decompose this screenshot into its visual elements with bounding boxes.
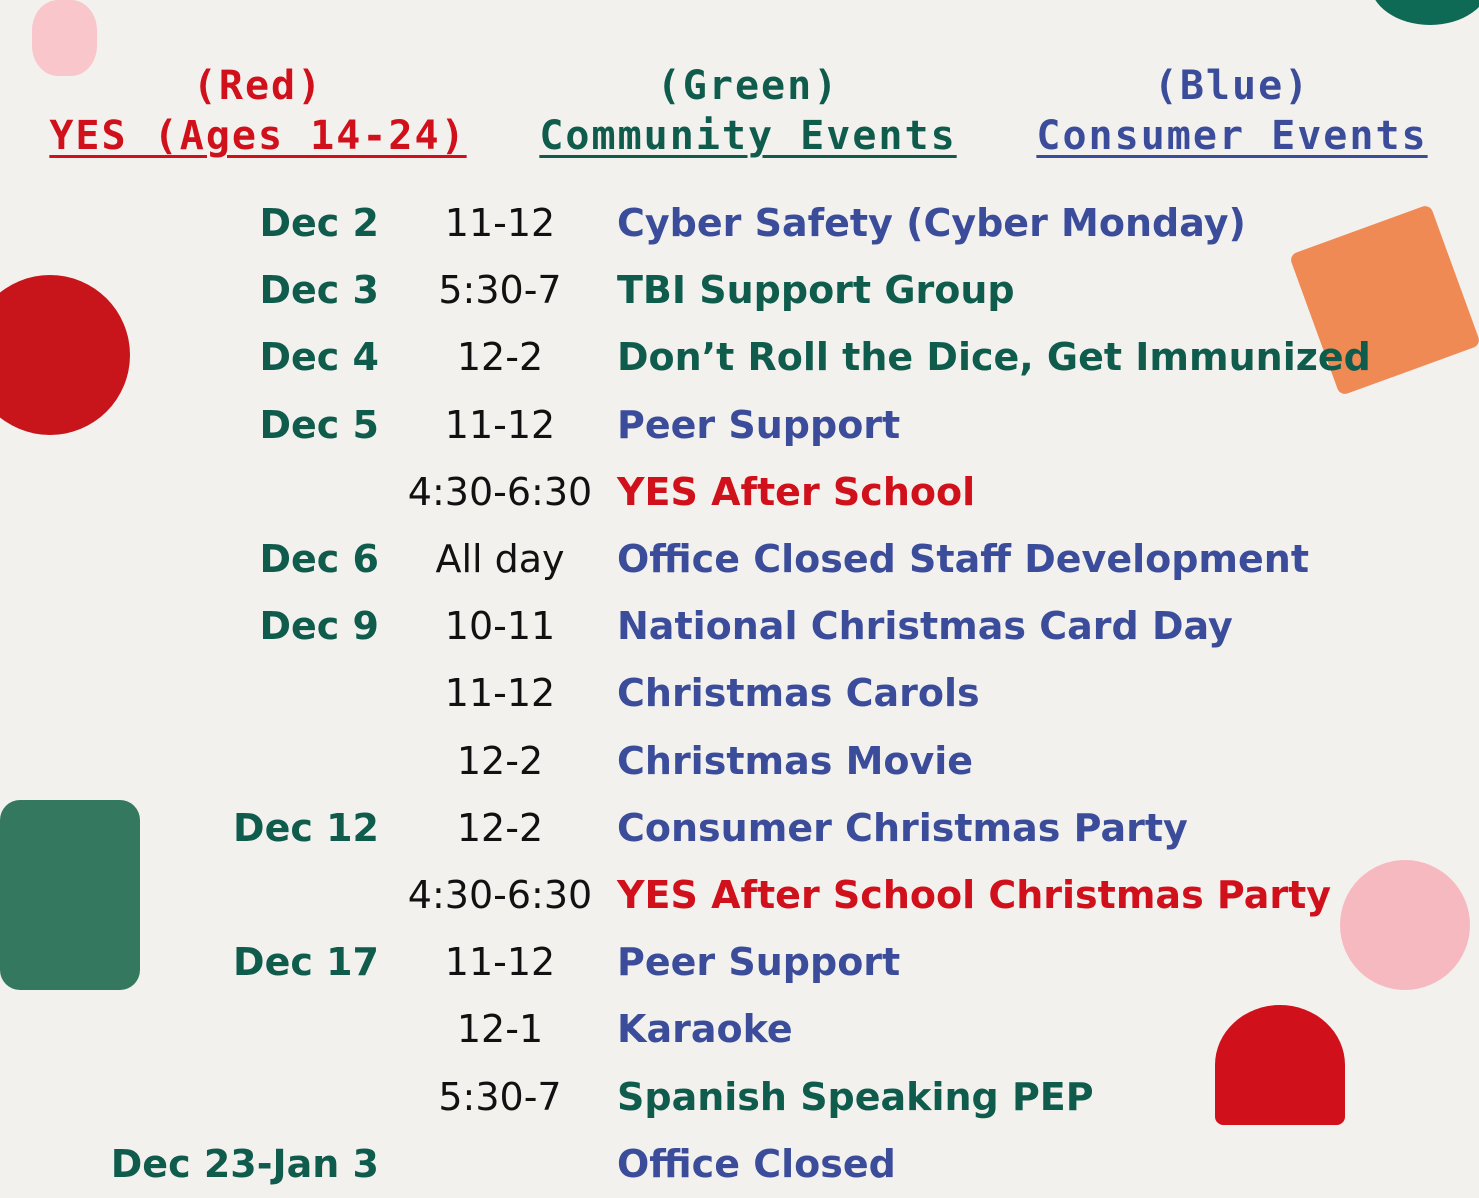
event-row: 12-1 Karaoke (0, 996, 1479, 1063)
legend-color-label: (Blue) (1153, 63, 1311, 109)
event-time: 11-12 (444, 940, 556, 985)
legend-color-label: (Green) (656, 63, 840, 109)
event-title: National Christmas Card Day (617, 604, 1233, 649)
event-title: Christmas Movie (617, 738, 974, 783)
event-row: Dec 23-Jan 3 Office Closed (0, 1131, 1479, 1198)
event-row: 4:30-6:30 YES After School Christmas Part… (0, 862, 1479, 929)
event-time: 12-2 (456, 738, 544, 783)
santa-hat-decoration (1215, 1005, 1345, 1125)
event-row: Dec 2 11-12 Cyber Safety (Cyber Monday) (0, 190, 1479, 257)
event-date: Dec 5 (259, 402, 379, 447)
event-title: Consumer Christmas Party (617, 805, 1188, 850)
legend-label: Community Events (539, 113, 957, 159)
event-date: Dec 12 (233, 805, 379, 850)
event-row: 11-12 Christmas Carols (0, 660, 1479, 727)
ornament-decoration (1370, 0, 1479, 25)
event-row: 5:30-7 Spanish Speaking PEP (0, 1064, 1479, 1131)
event-time: 11-12 (444, 671, 556, 716)
legend-item: (Blue) Consumer Events (992, 62, 1472, 162)
event-time: 11-12 (444, 201, 556, 245)
event-row: Dec 12 12-2 Consumer Christmas Party (0, 795, 1479, 862)
event-time: 10-11 (444, 604, 556, 649)
event-title: TBI Support Group (617, 268, 1015, 313)
event-title: Don’t Roll the Dice, Get Immunized (617, 335, 1371, 380)
legend-item: (Red) YES (Ages 14-24) (18, 62, 498, 162)
socks-decoration (0, 800, 140, 990)
event-row: Dec 3 5:30-7 TBI Support Group (0, 257, 1479, 324)
event-title: Office Closed Staff Development (617, 537, 1310, 581)
event-date: Dec 17 (233, 940, 379, 985)
legend-label: Consumer Events (1036, 113, 1428, 159)
event-date: Dec 4 (259, 335, 379, 380)
event-time: 5:30-7 (438, 268, 562, 313)
event-date: Dec 9 (259, 604, 379, 649)
event-title: Peer Support (617, 402, 901, 447)
event-date: Dec 2 (259, 201, 379, 245)
event-title: Office Closed (617, 1141, 896, 1186)
event-row: 4:30-6:30 YES After School (0, 459, 1479, 526)
event-time: 4:30-6:30 (407, 873, 593, 917)
event-title: Cyber Safety (Cyber Monday) (617, 201, 1246, 245)
event-title: Karaoke (617, 1007, 793, 1052)
event-title: YES After School (617, 469, 976, 514)
event-row: Dec 9 10-11 National Christmas Card Day (0, 593, 1479, 660)
ornament-decoration (0, 275, 130, 435)
legend-item: (Green) Community Events (508, 62, 988, 162)
ornament-decoration (1340, 860, 1470, 990)
event-row: Dec 6 All day Office Closed Staff Developm… (0, 526, 1479, 593)
event-time: 4:30-6:30 (407, 469, 593, 514)
event-title: Spanish Speaking PEP (617, 1074, 1094, 1119)
event-time: 5:30-7 (438, 1074, 562, 1119)
event-date: Dec 23-Jan 3 (110, 1141, 379, 1186)
event-time: All day (435, 537, 565, 581)
event-row: Dec 5 11-12 Peer Support (0, 392, 1479, 459)
event-title: Peer Support (617, 940, 901, 985)
event-time: 12-1 (456, 1007, 544, 1052)
event-time: 12-2 (456, 805, 544, 850)
event-title: Christmas Carols (617, 671, 980, 716)
event-date: Dec 6 (259, 537, 379, 581)
event-time: 11-12 (444, 402, 556, 447)
event-time: 12-2 (456, 335, 544, 380)
strawberry-decoration (32, 0, 97, 76)
event-row: Dec 4 12-2 Don’t Roll the Dice, Get Immuni… (0, 324, 1479, 391)
legend-color-label: (Red) (192, 63, 324, 109)
event-row: Dec 17 11-12 Peer Support (0, 929, 1479, 996)
event-title: YES After School Christmas Party (617, 873, 1332, 917)
event-row: 12-2 Christmas Movie (0, 728, 1479, 795)
legend-label: YES (Ages 14-24) (49, 113, 467, 159)
event-date: Dec 3 (259, 268, 379, 313)
